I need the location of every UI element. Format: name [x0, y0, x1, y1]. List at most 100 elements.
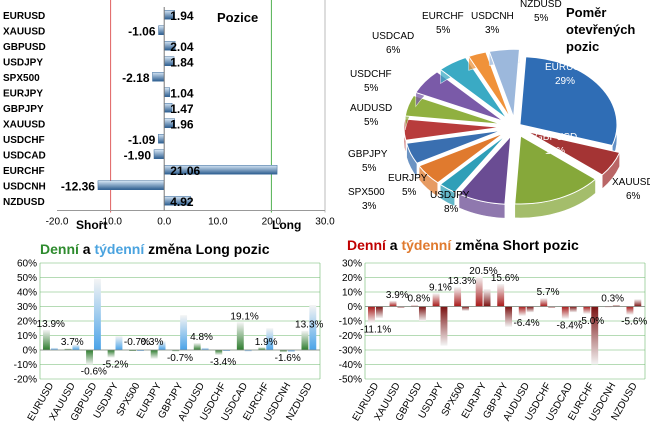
pie-slice-percent: 5% [364, 83, 379, 94]
data-value-label: 1.9% [255, 337, 278, 348]
pie-slice-label: GBPUSD [535, 132, 577, 143]
y-tick-label: 30% [342, 259, 362, 270]
weekly-bar [180, 315, 188, 350]
positions-chart-svg: EURUSD 1.94 XAUUSD -1.06 GBPUSD 2.04 USDJPY 1.8… [3, 0, 335, 228]
data-value-label: -11.1% [360, 325, 391, 336]
pie-slice-label: EURUSD [545, 62, 587, 73]
bar-value-label: -2.18 [122, 71, 150, 85]
pie-slice-percent: 3% [362, 201, 377, 212]
daily-bar [215, 350, 223, 355]
short-axis-label: Short [76, 218, 108, 232]
daily-bar [518, 306, 526, 316]
weekly-bar [483, 289, 491, 307]
long-changes-title: Denní a týdenní změna Long pozic [40, 241, 269, 257]
short-title-and: a [385, 237, 402, 253]
positions-chart-title: Pozice [217, 10, 259, 25]
bar-value-label: -12.36 [61, 179, 95, 193]
x-tick-label: 0.0 [157, 217, 171, 228]
bar-value-label: 1.84 [170, 55, 194, 69]
pie-slice-label: USDJPY [430, 190, 470, 201]
pie-slice-percent: 5% [534, 13, 549, 24]
weekly-bar [115, 336, 123, 350]
pie-slice-label: EURJPY [388, 173, 428, 184]
weekly-bar [93, 278, 101, 350]
short-title-rest: změna Short pozic [451, 237, 579, 253]
data-value-label: 20.5% [469, 266, 497, 277]
pie-slice-label: AUDUSD [350, 103, 392, 114]
y-tick-label: 20% [17, 317, 37, 328]
positions-chart: EURUSD 1.94 XAUUSD -1.06 GBPUSD 2.04 USDJPY 1.8… [0, 0, 340, 235]
pie-slice-percent: 5% [364, 117, 379, 128]
pie-slice-percent: 15% [545, 146, 565, 157]
daily-bar [454, 287, 462, 307]
daily-bar [368, 306, 375, 323]
category-label: SPX500 [3, 73, 40, 84]
daily-bar [279, 350, 287, 353]
pie-slice-percent: 29% [555, 76, 575, 87]
daily-bar [64, 348, 72, 350]
daily-bar [583, 306, 591, 314]
bar-value-label: 21.06 [170, 164, 200, 178]
data-value-label: 19.1% [230, 311, 258, 322]
pie-slice [439, 56, 508, 120]
data-value-label: -5.0% [578, 316, 604, 327]
pie-slice [439, 134, 507, 193]
pie-slice [488, 48, 521, 118]
data-value-label: -0.6% [81, 367, 107, 378]
category-label: GBPJPY [3, 104, 44, 115]
pie-slice-percent: 5% [436, 25, 451, 36]
pie-slice-label: EURCHF [422, 11, 464, 22]
bar-value-label: 1.47 [170, 102, 194, 116]
bar-value-label: 4.92 [170, 195, 194, 209]
long-title-and: a [78, 241, 95, 257]
daily-bar [301, 330, 309, 350]
y-tick-label: 0% [23, 346, 38, 357]
weekly-bar [244, 350, 252, 352]
y-tick-label: 30% [17, 302, 37, 313]
data-value-label: 0.3% [141, 337, 164, 348]
position-bar [163, 87, 171, 97]
x-tick-label: -20.0 [46, 217, 69, 228]
weekly-bar [397, 306, 405, 308]
pie-slice-label: USDCHF [350, 69, 392, 80]
pie-slice-percent: 6% [626, 191, 641, 202]
bar-value-label: -1.90 [124, 148, 152, 162]
category-label: EURCHF [3, 166, 45, 177]
y-tick-label: 20% [342, 273, 362, 284]
short-changes-title: Denní a týdenní změna Short pozic [347, 237, 579, 253]
pie-slice [458, 134, 512, 205]
pie-chart-title: Poměr otevřených pozic [566, 5, 636, 54]
weekly-bar [50, 347, 58, 350]
position-bar [158, 25, 165, 35]
daily-bar [172, 350, 180, 352]
y-tick-label: 50% [17, 273, 37, 284]
data-value-label: 0.8% [407, 294, 430, 305]
position-bar [97, 180, 165, 190]
data-value-label: 13.3% [295, 320, 323, 331]
data-value-label: 5.7% [537, 287, 560, 298]
data-value-label: 13.9% [37, 319, 65, 330]
bar-value-label: 1.96 [170, 117, 194, 131]
long-title-rest: změna Long pozic [144, 241, 270, 257]
y-tick-label: 10% [17, 331, 37, 342]
bar-value-label: 2.04 [170, 40, 194, 54]
position-bar [158, 134, 165, 144]
weekly-bar [201, 347, 209, 350]
category-label: NZDUSD [3, 197, 45, 208]
y-tick-label: -30% [339, 346, 362, 357]
weekly-bar [266, 328, 274, 350]
daily-bar [475, 276, 483, 307]
data-value-label: 3.7% [61, 337, 84, 348]
data-value-label: 0.3% [601, 294, 624, 305]
daily-bar [236, 322, 244, 350]
daily-bar [540, 298, 548, 307]
data-value-label: -3.4% [210, 357, 236, 368]
pie-slice-percent: 6% [386, 45, 401, 56]
data-value-label: -5.2% [102, 360, 128, 371]
weekly-bar [287, 350, 295, 353]
pie-slice-percent: 8% [444, 204, 459, 215]
data-value-label: -1.6% [275, 353, 301, 364]
short-title-daily: Denní [347, 237, 386, 253]
weekly-bar [526, 306, 534, 313]
pie-slice [519, 56, 618, 147]
